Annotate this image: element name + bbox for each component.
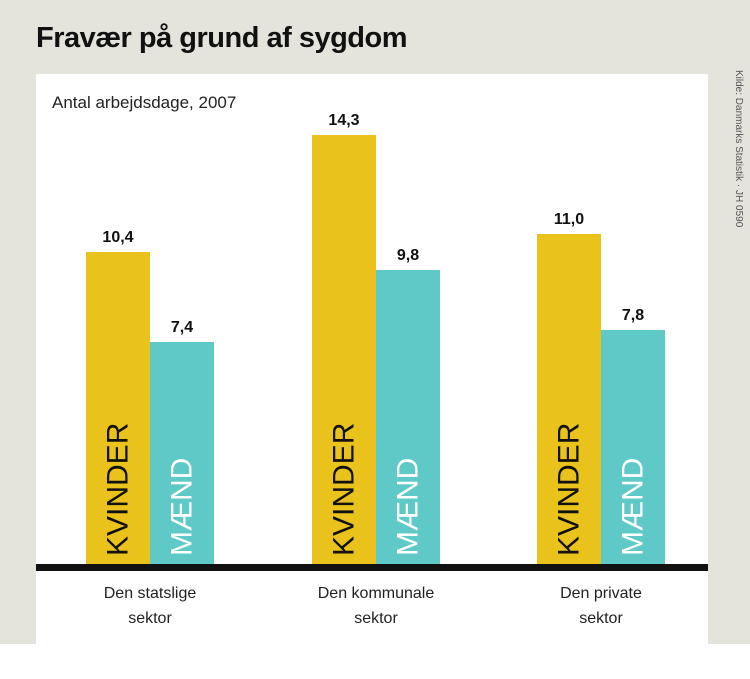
bar-kvinder-2	[537, 234, 601, 564]
chart-subtitle: Antal arbejdsdage, 2007	[52, 93, 236, 112]
series-label-kvinder-2: KVINDER	[553, 423, 586, 556]
series-label-maend-0: MÆND	[166, 458, 199, 556]
value-label-maend-2: 7,8	[622, 307, 644, 324]
bar-kvinder-1	[312, 135, 376, 564]
bar-maend-1	[376, 270, 440, 564]
value-label-kvinder-1: 14,3	[328, 112, 359, 129]
category-label-2: Den private sektor	[560, 585, 642, 627]
value-label-maend-0: 7,4	[171, 319, 193, 336]
series-label-kvinder-1: KVINDER	[328, 423, 361, 556]
category-label-0: Den statslige sektor	[104, 585, 197, 627]
value-label-maend-1: 9,8	[397, 247, 419, 264]
chart-title: Fravær på grund af sygdom	[36, 22, 408, 54]
bar-kvinder-0	[86, 252, 150, 564]
source-credit: Kilde: Danmarks Statistik · JH 0590	[733, 70, 744, 228]
series-label-kvinder-0: KVINDER	[102, 423, 135, 556]
series-label-maend-1: MÆND	[392, 458, 425, 556]
value-label-kvinder-0: 10,4	[102, 229, 133, 246]
value-label-kvinder-2: 11,0	[554, 211, 584, 228]
x-axis-baseline	[36, 564, 708, 571]
series-label-maend-2: MÆND	[617, 458, 650, 556]
bar-maend-0	[150, 342, 214, 564]
bar-maend-2	[601, 330, 665, 564]
category-label-1: Den kommunale sektor	[318, 585, 435, 627]
